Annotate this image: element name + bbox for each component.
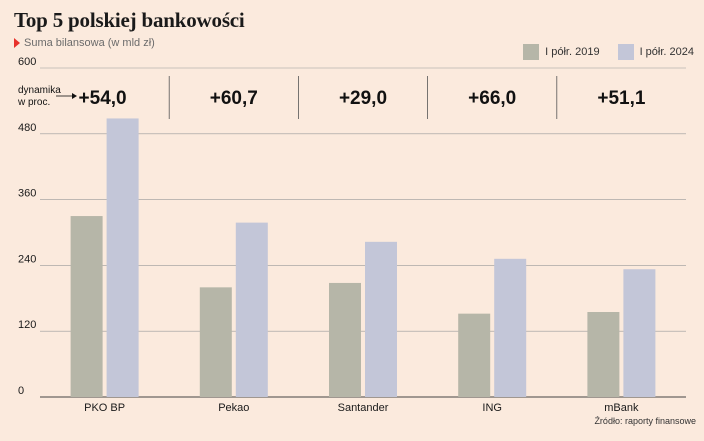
chart-title: Top 5 polskiej bankowości [14,8,245,32]
chart-subtitle: Suma bilansowa (w mld zł) [14,37,155,49]
bar [623,269,656,397]
triangle-marker-icon [14,38,20,48]
bar [329,282,361,397]
legend: I półr. 2019 I półr. 2024 [523,44,694,60]
y-tick-label: 360 [18,188,36,200]
legend-label-2024: I półr. 2024 [639,46,694,58]
subtitle-text: Suma bilansowa (w mld zł) [24,37,155,49]
bar [106,118,139,398]
dynamics-value: +66,0 [468,88,516,109]
bar [458,313,491,397]
bar [494,258,527,397]
y-tick-label: 480 [18,122,36,134]
y-tick-label: 240 [18,253,36,265]
y-tick-label: 120 [18,319,36,331]
arrow-head-icon [72,93,77,99]
dynamics-value: +29,0 [339,88,387,109]
bar [70,216,103,397]
x-tick-label: ING [482,402,502,414]
dynamics-label: dynamika [18,85,61,96]
dynamics-label: w proc. [17,97,50,108]
y-tick-label: 600 [18,56,36,68]
y-tick-label: 0 [18,385,24,397]
x-tick-label: mBank [604,402,639,414]
x-tick-label: PKO BP [84,402,125,414]
legend-item-2019: I półr. 2019 [523,44,600,60]
bar [587,312,620,397]
legend-swatch-2019 [523,44,540,60]
dynamics-value: +54,0 [79,88,127,109]
source-note: Źródło: raporty finansowe [594,416,696,426]
legend-label-2019: I półr. 2019 [545,46,600,58]
legend-item-2024: I półr. 2024 [617,44,694,60]
bar [365,241,397,397]
bar [235,222,268,397]
dynamics-value: +60,7 [210,88,258,109]
dynamics-value: +51,1 [597,88,646,109]
legend-swatch-2024 [617,44,634,60]
bar [199,287,232,397]
x-tick-label: Pekao [218,402,249,414]
x-tick-label: Santander [338,402,389,414]
